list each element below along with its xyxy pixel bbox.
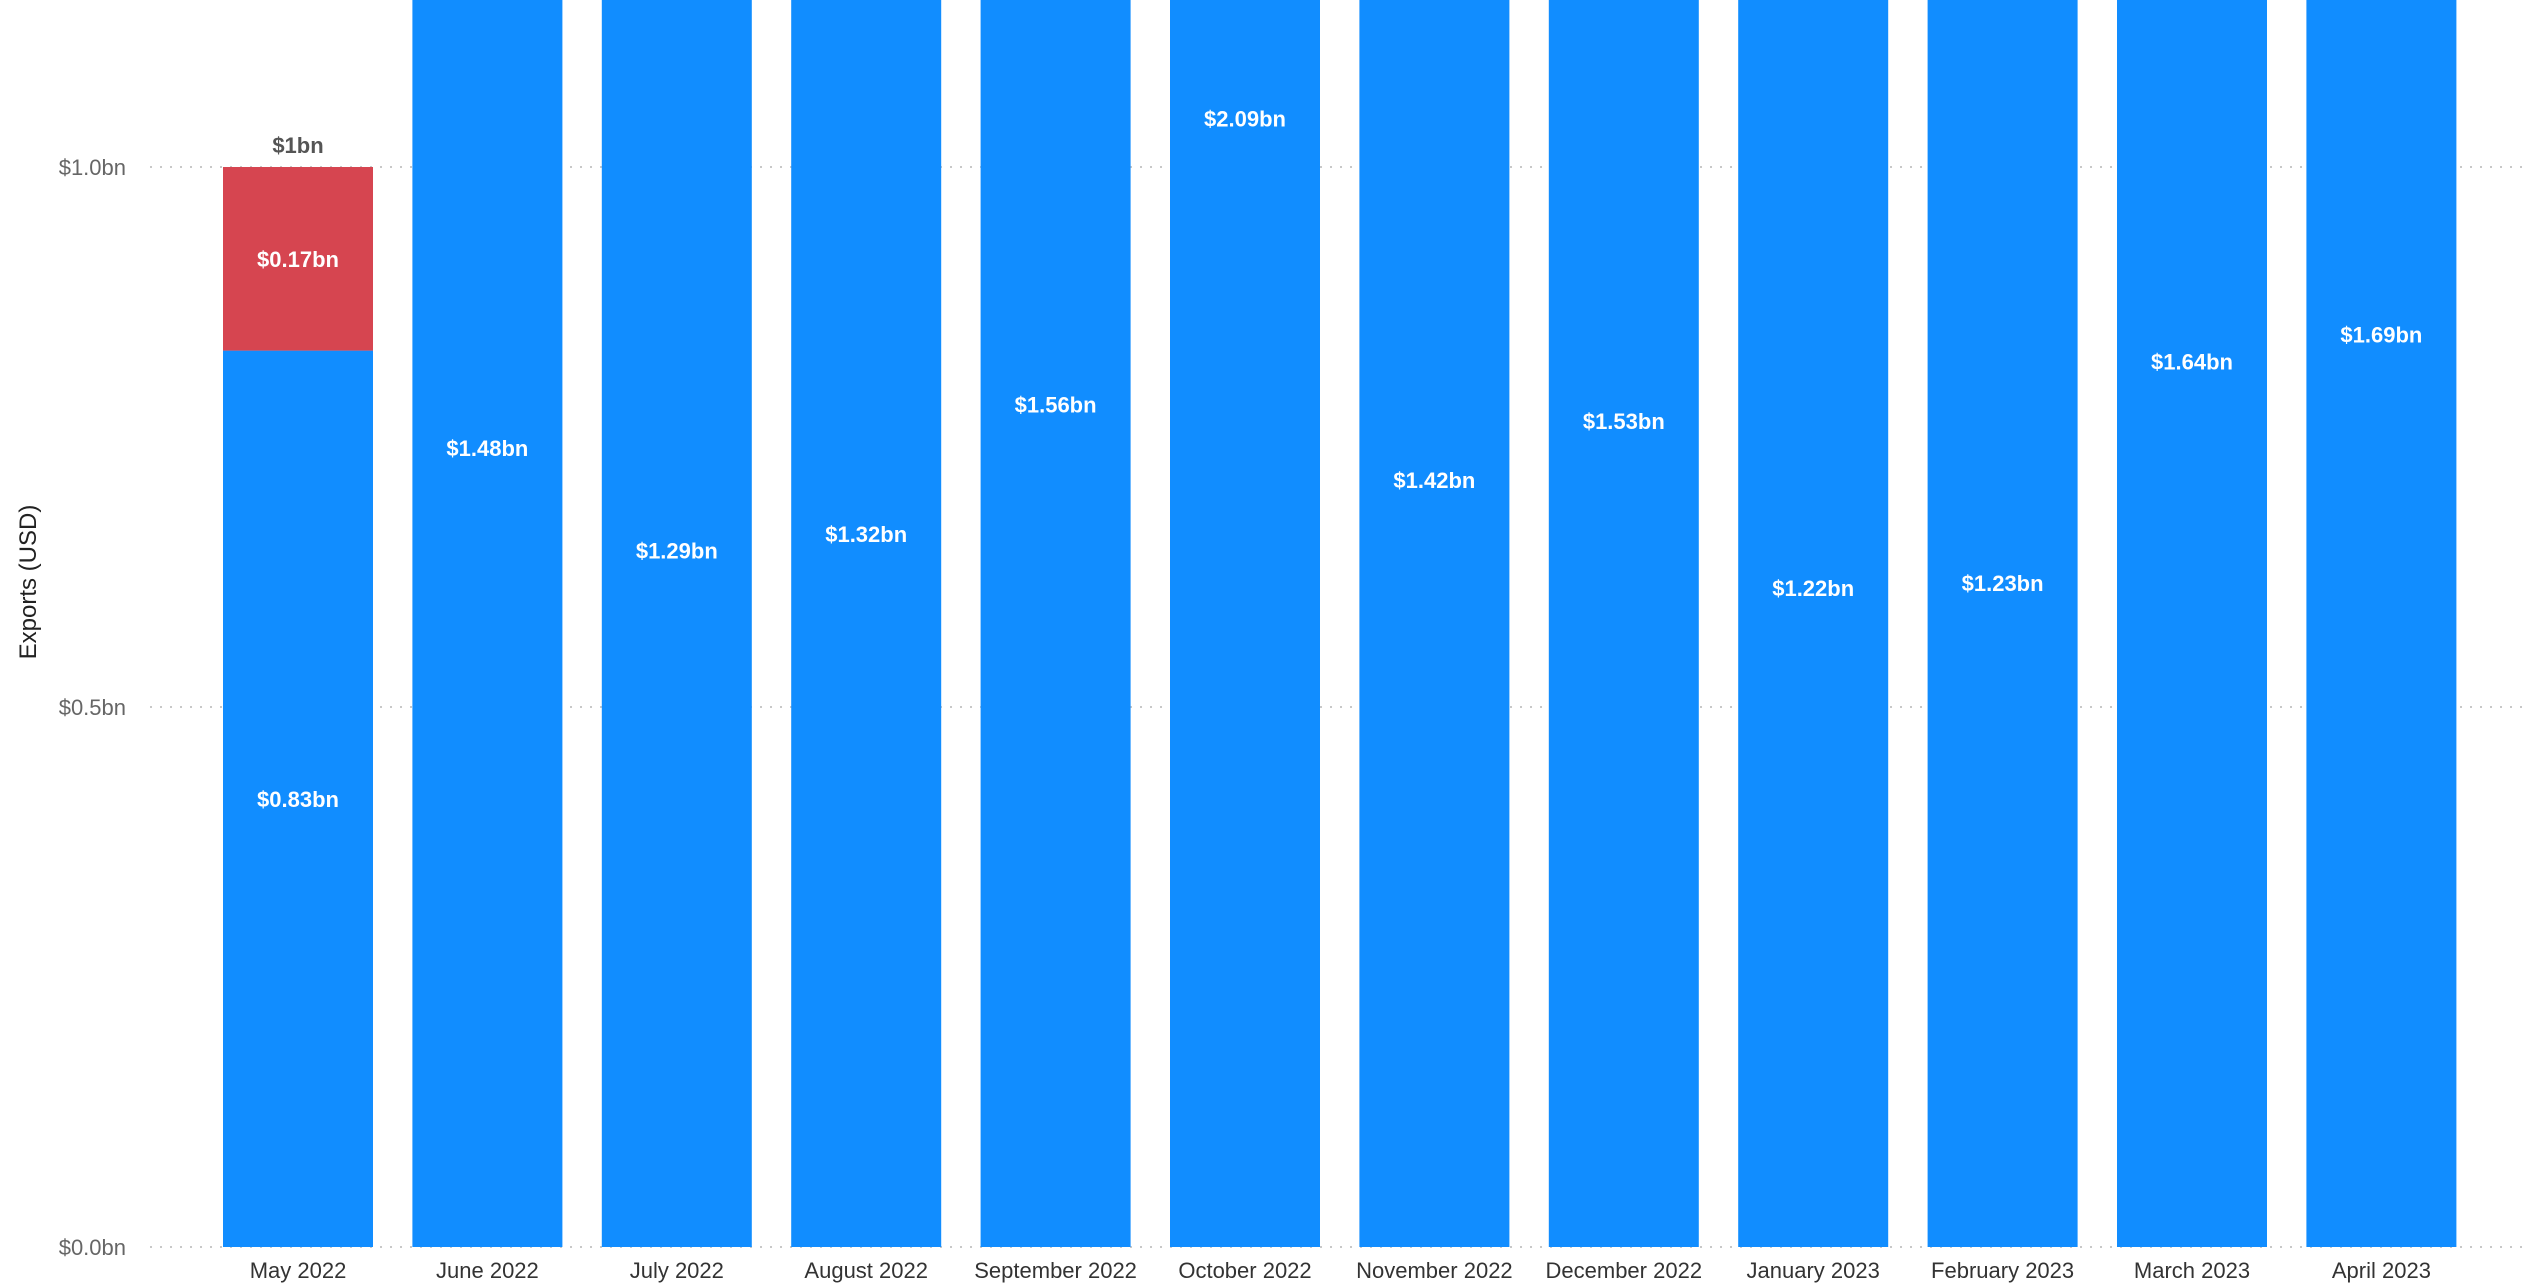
bar-segment-lower[interactable] — [1738, 0, 1889, 1247]
segment-value-label: $0.83bn — [257, 787, 339, 812]
y-tick-label: $1.0bn — [59, 155, 126, 180]
x-category-label: July 2022 — [630, 1258, 724, 1283]
x-category-label: February 2023 — [1931, 1258, 2074, 1283]
bar-segment-lower[interactable] — [1927, 0, 2078, 1248]
x-category-label: October 2022 — [1178, 1258, 1311, 1283]
bar-segment-upper[interactable] — [223, 167, 373, 351]
segment-value-label: $1.56bn — [1015, 393, 1097, 418]
x-category-label: April 2023 — [2332, 1258, 2431, 1283]
segment-value-label: $1.48bn — [446, 436, 528, 461]
segment-value-label: $1.32bn — [825, 522, 907, 547]
x-category-label: May 2022 — [250, 1258, 347, 1283]
bar-segment-lower[interactable] — [2117, 0, 2267, 1247]
x-axis: May 2022 June 2022 July 2022 August 2022 Sep… — [250, 1258, 2431, 1283]
bar-segment-lower[interactable] — [601, 0, 752, 1247]
y-axis: $0.0bn$0.5bn$1.0bn$1.5bn$2.0bn — [59, 155, 126, 1260]
x-category-label: March 2023 — [2134, 1258, 2250, 1283]
bar-segment-lower[interactable] — [2306, 0, 2457, 1247]
x-category-label: June 2022 — [436, 1258, 539, 1283]
bar-segment-lower[interactable] — [791, 0, 942, 1247]
bar-segment-lower[interactable] — [1170, 0, 1320, 1247]
segment-value-label: $1.22bn — [1772, 576, 1854, 601]
bars: $0.83bn$0.17bn$1bn$1.48bn$0.16bn$1.63bn$… — [223, 0, 2457, 1248]
segment-value-label: $1.69bn — [2340, 322, 2422, 347]
x-category-label: December 2022 — [1546, 1258, 1703, 1283]
segment-value-label: $1.23bn — [1962, 571, 2044, 596]
x-category-label: November 2022 — [1356, 1258, 1513, 1283]
bar-segment-lower[interactable] — [412, 0, 563, 1248]
x-category-label: January 2023 — [1747, 1258, 1880, 1283]
x-category-label: August 2022 — [804, 1258, 928, 1283]
segment-value-label: $2.09bn — [1204, 106, 1286, 131]
segment-value-label: $1.42bn — [1393, 468, 1475, 493]
bar-segment-lower[interactable] — [1548, 0, 1699, 1248]
y-tick-label: $0.0bn — [59, 1235, 126, 1260]
y-axis-title: Exports (USD) — [15, 505, 42, 660]
bar-segment-lower[interactable] — [1359, 0, 1510, 1247]
segment-value-label: $0.17bn — [257, 247, 339, 272]
bar-segment-lower[interactable] — [980, 0, 1131, 1248]
bar-segment-lower[interactable] — [223, 350, 373, 1248]
x-category-label: September 2022 — [974, 1258, 1137, 1283]
y-tick-label: $0.5bn — [59, 695, 126, 720]
gridlines — [150, 166, 2530, 1248]
segment-value-label: $1.53bn — [1583, 409, 1665, 434]
segment-value-label: $1.64bn — [2151, 349, 2233, 374]
segment-value-label: $1.29bn — [636, 538, 718, 563]
total-value-label: $1bn — [272, 133, 323, 158]
